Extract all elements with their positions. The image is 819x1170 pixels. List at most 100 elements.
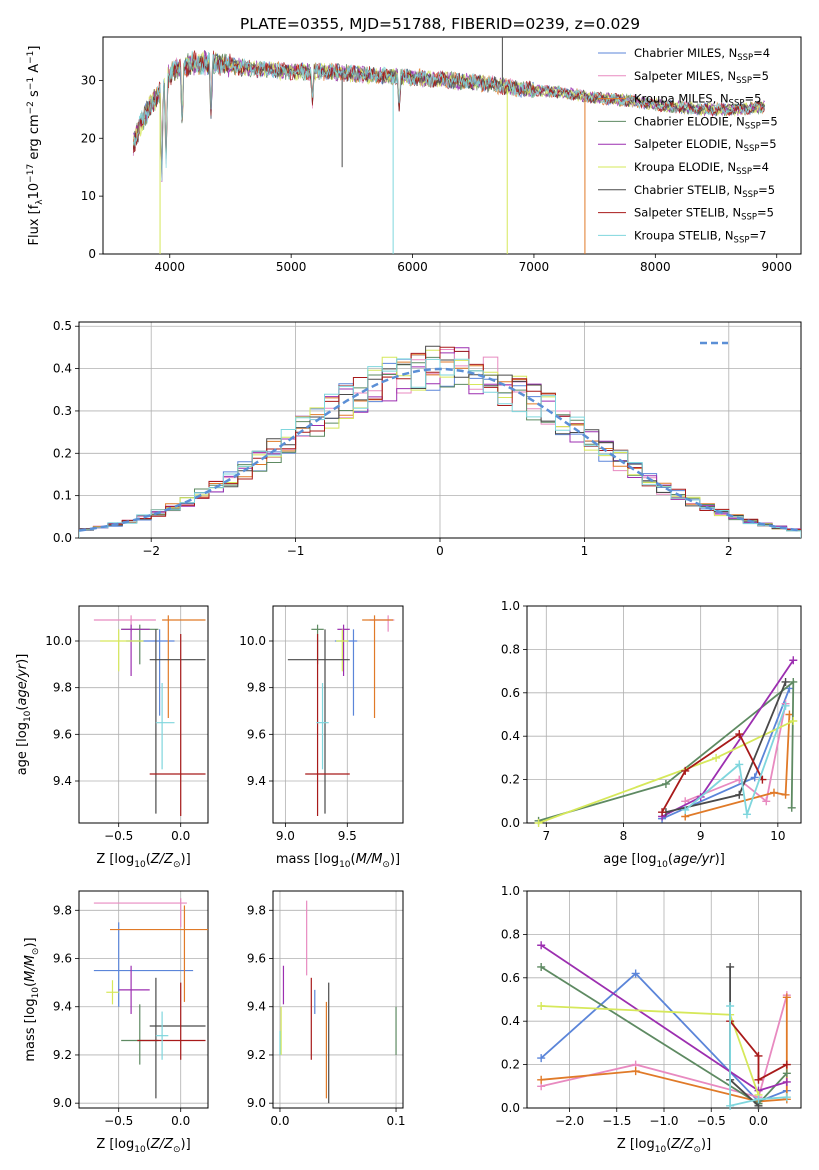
weight-marker-salp_stelib — [681, 766, 690, 775]
weight-marker-krou_stelib — [754, 1095, 763, 1104]
legend-label-salp_miles: Salpeter MILES, NSSP=5 — [634, 69, 769, 86]
y-axis-label-part: erg cm — [27, 114, 42, 163]
y-axis-label-part: −17 — [26, 164, 36, 183]
x-axis-label: Z [log10(Z/Z⊙)] — [96, 852, 190, 870]
weight-marker-chab_elodie — [782, 1069, 791, 1078]
x-tick-label: 0.0 — [749, 1114, 768, 1128]
x-axis-label-part: Z [log — [617, 1137, 655, 1152]
error-bars — [279, 900, 397, 1104]
y-axis-label-part: ⊙ — [31, 948, 41, 956]
weight-marker-krou_stelib — [782, 1093, 791, 1102]
weight-marker-krou_stelib — [726, 1002, 735, 1011]
legend-label-text: Kroupa STELIB, N — [634, 228, 734, 242]
metallicity-age-panel: −0.5 0.09.49.69.810.0Z [log10(Z/Z⊙)]age [… — [15, 605, 209, 870]
y-tick-label: 0.2 — [501, 1058, 520, 1072]
legend-label-subscript: SSP — [734, 235, 750, 245]
y-tick-label: 0.0 — [53, 531, 72, 545]
y-axis-label: age [log10(age/yr)] — [15, 654, 33, 776]
error-bars — [93, 898, 208, 1099]
x-tick-label: 0.1 — [386, 1114, 405, 1128]
legend-label-salp_stelib: Salpeter STELIB, NSSP=5 — [634, 206, 774, 223]
weight-marker-chab_miles — [750, 773, 759, 782]
mass-age-panel: 9.0 9.5 9.4 9.6 9.8 10.0 mass [log10(M/M⊙)] — [239, 605, 404, 870]
weight-marker-salp_stelib — [735, 730, 744, 739]
weight-line-salp_stelib — [661, 732, 764, 813]
y-axis-label-part: s — [27, 90, 42, 101]
x-axis-label-part: Z [log — [96, 1137, 134, 1152]
x-axis-label-part: )] — [181, 1137, 191, 1152]
x-axis-label-part: ( — [668, 852, 673, 867]
y-tick-label: 0.3 — [53, 404, 72, 418]
legend-label-krou_stelib: Kroupa STELIB, NSSP=7 — [634, 228, 766, 245]
axes-frame — [78, 605, 209, 824]
legend-label-text: Chabrier ELODIE, N — [634, 114, 745, 128]
weight-marker-krou_stelib — [781, 701, 790, 710]
y-tick-label: 0.8 — [501, 642, 520, 656]
x-axis-label-part: age/yr — [673, 852, 716, 867]
y-axis-label-part: ( — [23, 982, 38, 987]
legend-label-suffix: =7 — [749, 228, 766, 242]
weight-marker-krou_elodie — [712, 753, 721, 762]
weight-marker-salp_miles — [762, 797, 771, 806]
figure-title: PLATE=0355, MJD=51788, FIBERID=0239, z=0… — [240, 15, 640, 33]
weight-marker-chab_miles — [537, 1054, 546, 1063]
y-tick-label: 0.0 — [501, 816, 520, 830]
legend-label-suffix: =5 — [758, 183, 775, 197]
legend-label-chab_miles: Chabrier MILES, NSSP=4 — [634, 46, 770, 63]
x-axis-label-part: 10 — [656, 860, 668, 870]
y-tick-label: 9.8 — [53, 903, 72, 917]
y-axis-label-part: )] — [23, 937, 38, 947]
axes-frame — [526, 605, 802, 824]
weight-lines — [537, 941, 791, 1110]
legend-label-suffix: =4 — [753, 46, 770, 60]
legend-label-subscript: SSP — [742, 190, 758, 200]
legend-label-suffix: =5 — [744, 92, 761, 106]
weight-line-krou_stelib — [729, 1006, 787, 1107]
metallicity-mass-panel: −0.5 0.09.09.29.49.69.8Z [log10(Z/Z⊙)]mas… — [23, 890, 209, 1155]
weight-marker-salp_stelib — [754, 1075, 763, 1084]
x-tick-label: −1.0 — [649, 1114, 678, 1128]
y-tick-label: 9.4 — [53, 774, 72, 788]
x-tick-label: 0 — [436, 544, 444, 558]
y-axis-label: Flux [fλ10−17 erg cm−2 s−1 A−1] — [26, 46, 45, 246]
y-axis-label-part: ( — [15, 706, 30, 711]
legend-label-text: Chabrier MILES, N — [634, 46, 737, 60]
y-tick-label: 20 — [81, 131, 96, 145]
weight-marker-krou_miles — [769, 788, 778, 797]
y-axis-label-text: Flux [f — [27, 204, 42, 245]
x-axis-label-part: )] — [701, 1137, 711, 1152]
x-axis-label-part: Z [log — [96, 852, 134, 867]
y-tick-label: 0.2 — [501, 773, 520, 787]
x-axis-label-part: M/M — [356, 852, 383, 867]
legend-label-krou_miles: Kroupa MILES, NSSP=5 — [634, 92, 761, 109]
x-axis-label: Z [log10(Z/Z⊙)] — [96, 1137, 190, 1155]
weight-marker-chab_elodie — [787, 803, 796, 812]
weight-marker-krou_stelib — [726, 1101, 735, 1110]
y-tick-label: 30 — [81, 73, 96, 87]
x-axis-label-part: 10 — [339, 860, 351, 870]
x-axis-label: age [log10(age/yr)] — [603, 852, 725, 870]
weight-marker-krou_elodie — [537, 1002, 546, 1011]
y-tick-label: 10.0 — [239, 634, 266, 648]
x-tick-label: −0.5 — [104, 1114, 133, 1128]
axes-frame — [78, 890, 209, 1109]
y-tick-label: 9.8 — [247, 681, 266, 695]
x-axis-label-part: ( — [666, 1137, 671, 1152]
legend-label-chab_elodie: Chabrier ELODIE, NSSP=5 — [634, 114, 778, 131]
x-tick-label: −0.5 — [697, 1114, 726, 1128]
x-axis-label-part: ( — [146, 1137, 151, 1152]
y-tick-label: 10 — [81, 189, 96, 203]
y-axis-label-part: M/M — [23, 955, 38, 982]
x-tick-label: 4000 — [154, 260, 185, 274]
axes-frame — [102, 36, 802, 255]
x-tick-label: 9.0 — [276, 829, 295, 843]
x-axis-label-part: ⊙ — [382, 860, 390, 870]
x-axis-label-part: ( — [146, 852, 151, 867]
x-tick-label: 8000 — [640, 260, 671, 274]
y-axis-label-part: age/yr — [15, 662, 30, 705]
x-axis-label-part: 10 — [655, 1145, 667, 1155]
legend-label-suffix: =5 — [760, 137, 777, 151]
x-axis-label-part: ( — [351, 852, 356, 867]
x-tick-label: 9 — [697, 829, 705, 843]
